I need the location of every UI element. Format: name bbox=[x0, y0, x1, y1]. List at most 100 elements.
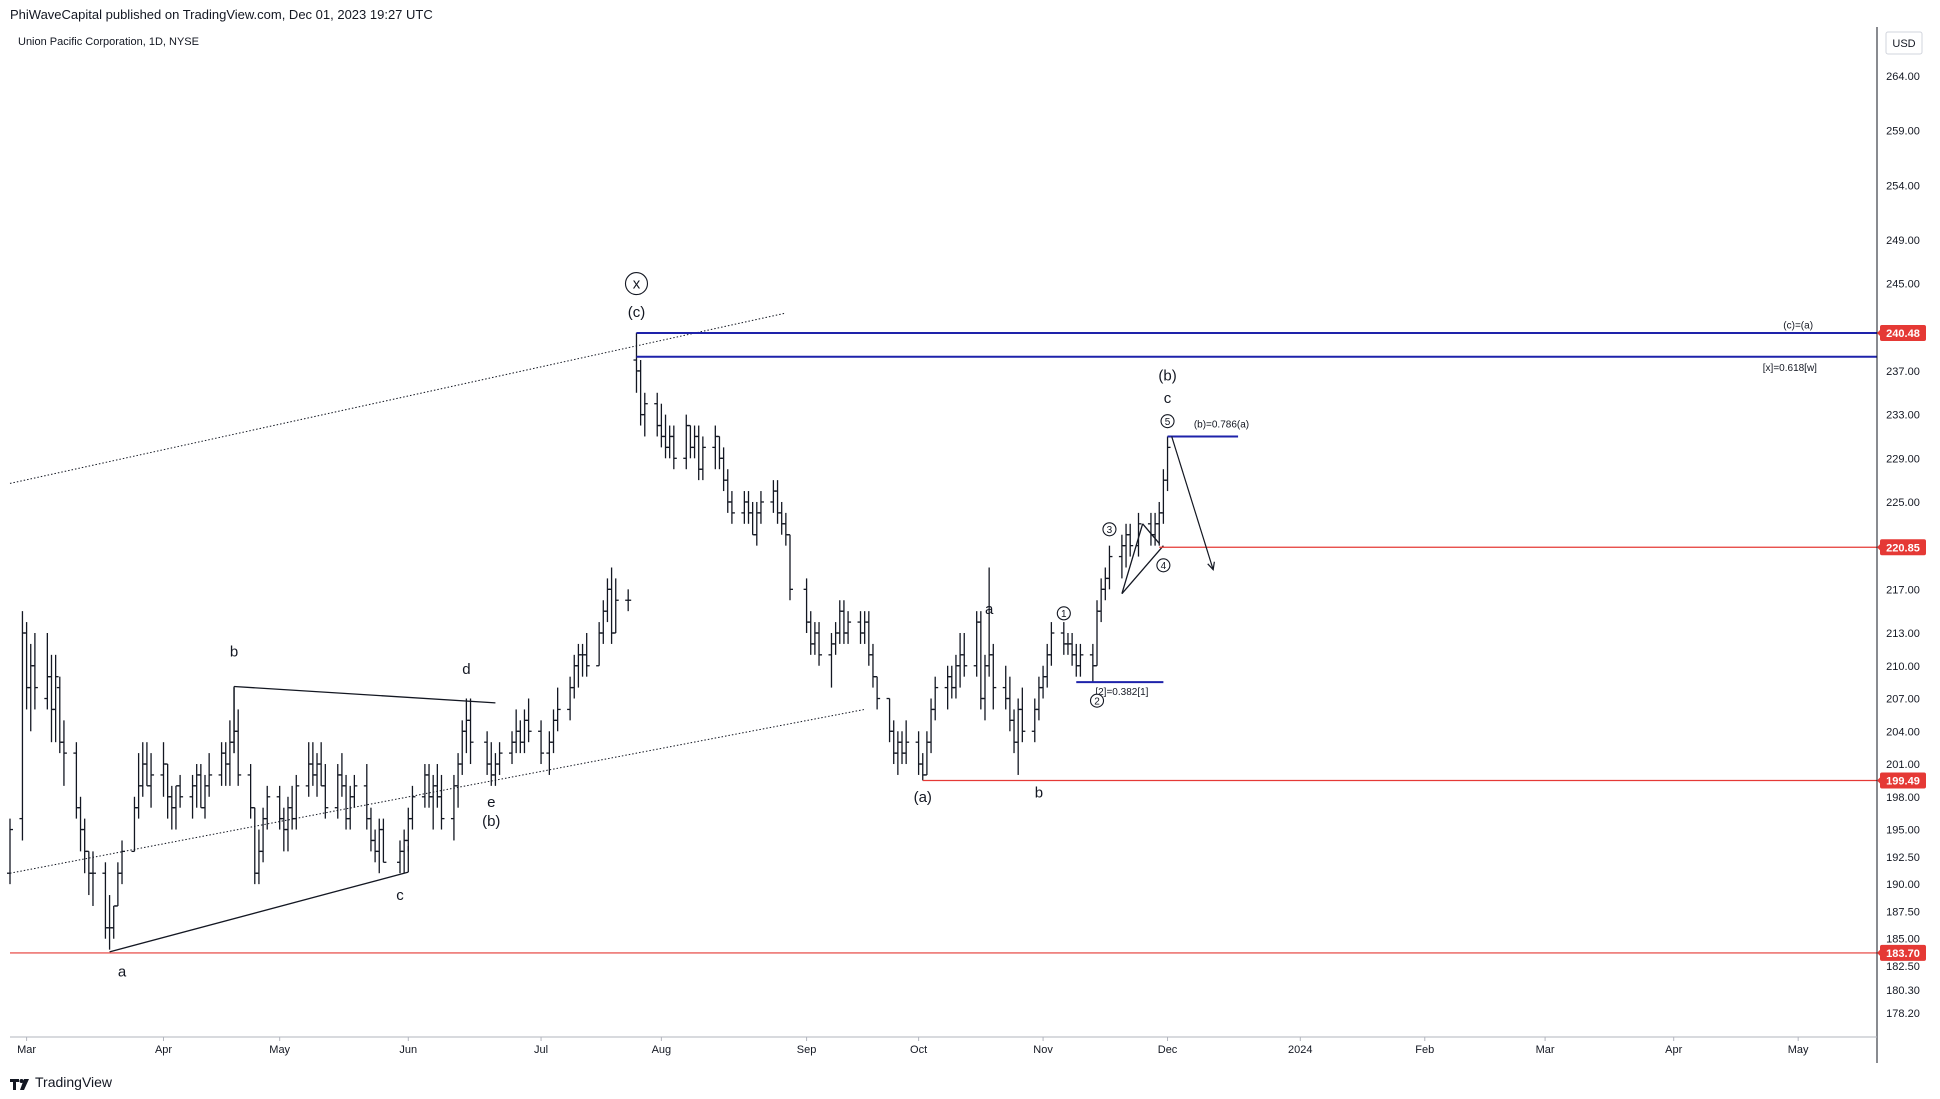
symbol-title: Union Pacific Corporation, 1D, NYSE bbox=[18, 36, 199, 48]
ohlc-bar bbox=[438, 774, 445, 830]
wave-label-6: (c) bbox=[628, 304, 646, 321]
wave-label-9: a bbox=[985, 601, 994, 618]
ohlc-bar bbox=[1127, 523, 1134, 557]
ohlc-bar bbox=[757, 491, 764, 524]
price-tag-box bbox=[1880, 539, 1926, 556]
ohlc-bar bbox=[554, 687, 561, 732]
time-tick-label: Aug bbox=[652, 1044, 672, 1056]
ohlc-bar bbox=[641, 392, 648, 437]
price-tick-label: 213.00 bbox=[1886, 628, 1920, 640]
axes: USD bbox=[10, 27, 1923, 1063]
ohlc-bar bbox=[31, 633, 38, 710]
price-tick-label: 245.00 bbox=[1886, 279, 1920, 291]
price-tick-label: 192.50 bbox=[1886, 852, 1920, 864]
ohlc-bar bbox=[990, 643, 997, 710]
ohlc-bar bbox=[89, 851, 96, 906]
price-tag-box bbox=[1880, 772, 1926, 789]
time-tick-label: Nov bbox=[1033, 1044, 1053, 1056]
wave-label-14: 4 bbox=[1161, 561, 1167, 572]
time-tick-label: Dec bbox=[1158, 1044, 1178, 1056]
ohlc-bar bbox=[625, 589, 632, 612]
ohlc-bar bbox=[612, 578, 619, 634]
price-tick-label: 190.00 bbox=[1886, 879, 1920, 891]
level-label-3: [2]=0.382[1] bbox=[1095, 687, 1148, 698]
ohlc-bar bbox=[322, 764, 329, 819]
price-tick-label: 264.00 bbox=[1886, 71, 1920, 83]
level-label-0: (c)=(a) bbox=[1783, 320, 1813, 331]
ohlc-bar bbox=[699, 436, 706, 481]
currency-button[interactable] bbox=[1885, 31, 1923, 55]
tradingview-brand-label: TradingView bbox=[35, 1074, 113, 1090]
currency-label: USD bbox=[1892, 38, 1915, 50]
time-tick-label: May bbox=[269, 1044, 290, 1056]
price-tick-label: 210.00 bbox=[1886, 661, 1920, 673]
time-tick-label: Apr bbox=[155, 1044, 172, 1056]
price-tick-label: 195.00 bbox=[1886, 825, 1920, 837]
wave-label-circle-11 bbox=[1056, 606, 1071, 621]
wave-label-circle-14 bbox=[1156, 558, 1171, 573]
time-tick-label: Mar bbox=[1536, 1044, 1555, 1056]
wave-label-13: 3 bbox=[1107, 525, 1113, 536]
ohlc-bars bbox=[7, 332, 1171, 950]
price-tag-pointer bbox=[1877, 543, 1881, 552]
tradingview-brand[interactable]: TradingView bbox=[10, 1074, 112, 1090]
wave-label-7: x bbox=[633, 276, 641, 293]
wave-label-17: (b) bbox=[1158, 367, 1176, 384]
projection-arrow-line bbox=[1171, 436, 1214, 570]
plot-area bbox=[10, 27, 1877, 1037]
wave-label-11: 1 bbox=[1061, 609, 1067, 620]
wave-label-8: (a) bbox=[914, 789, 932, 806]
ohlc-bar bbox=[119, 840, 126, 885]
ohlc-bar bbox=[583, 633, 590, 677]
price-tag-box bbox=[1880, 324, 1926, 341]
time-tick-label: Jul bbox=[534, 1044, 548, 1056]
ohlc-bar bbox=[1077, 643, 1084, 677]
ohlc-bar bbox=[1048, 622, 1055, 666]
ohlc-bar bbox=[816, 622, 823, 666]
ohlc-bar bbox=[1135, 512, 1142, 557]
ohlc-bar bbox=[7, 818, 13, 885]
price-tick-label: 198.00 bbox=[1886, 792, 1920, 804]
wave-label-circle-12 bbox=[1089, 693, 1105, 708]
ohlc-bar bbox=[235, 709, 242, 786]
wave-label-1: b bbox=[230, 644, 238, 661]
wave-label-2: c bbox=[396, 887, 404, 904]
price-tick-label: 233.00 bbox=[1886, 410, 1920, 422]
ohlc-bar bbox=[177, 774, 184, 808]
ohlc-bar bbox=[380, 818, 387, 863]
wave-label-12: 2 bbox=[1094, 696, 1100, 707]
time-axis: Mar Apr May Jun Jul Aug Sep Oct Nov Dec 2024 Feb Mar… bbox=[17, 1037, 1809, 1056]
price-tag-label: 220.85 bbox=[1886, 542, 1920, 554]
trendline-0 bbox=[9, 312, 786, 484]
time-tick-label: May bbox=[1788, 1044, 1809, 1056]
wave-label-circle-15 bbox=[1160, 414, 1175, 429]
price-tag-box bbox=[1880, 944, 1926, 961]
wave-label-10: b bbox=[1035, 784, 1043, 801]
ohlc-bar bbox=[60, 720, 67, 786]
ohlc-bar bbox=[467, 698, 474, 765]
price-tag-pointer bbox=[1877, 776, 1881, 785]
ohlc-bar bbox=[148, 753, 155, 808]
ohlc-bar bbox=[206, 753, 213, 797]
price-tag-label: 183.70 bbox=[1886, 948, 1920, 960]
ohlc-bar bbox=[496, 742, 503, 775]
trendline-3 bbox=[233, 685, 496, 704]
price-tick-label: 207.00 bbox=[1886, 694, 1920, 706]
ohlc-bar bbox=[293, 774, 300, 830]
trendline-6 bbox=[1121, 545, 1164, 595]
ohlc-bar bbox=[903, 720, 910, 765]
time-tick-label: Jun bbox=[399, 1044, 417, 1056]
price-tag-label: 240.48 bbox=[1886, 328, 1920, 340]
price-tag-pointer bbox=[1877, 328, 1881, 337]
published-header: PhiWaveCapital published on TradingView.… bbox=[10, 7, 433, 22]
tradingview-logo-icon bbox=[10, 1077, 30, 1090]
price-tick-label: 229.00 bbox=[1886, 453, 1920, 465]
level-label-1: [x]=0.618[w] bbox=[1763, 363, 1817, 374]
price-tick-label: 180.30 bbox=[1886, 985, 1920, 997]
wave-label-5: (b) bbox=[482, 813, 500, 830]
wave-label-circle-7 bbox=[624, 272, 649, 296]
price-tick-label: 204.00 bbox=[1886, 726, 1920, 738]
ohlc-bar bbox=[1019, 687, 1026, 743]
ohlc-bar bbox=[538, 720, 545, 765]
